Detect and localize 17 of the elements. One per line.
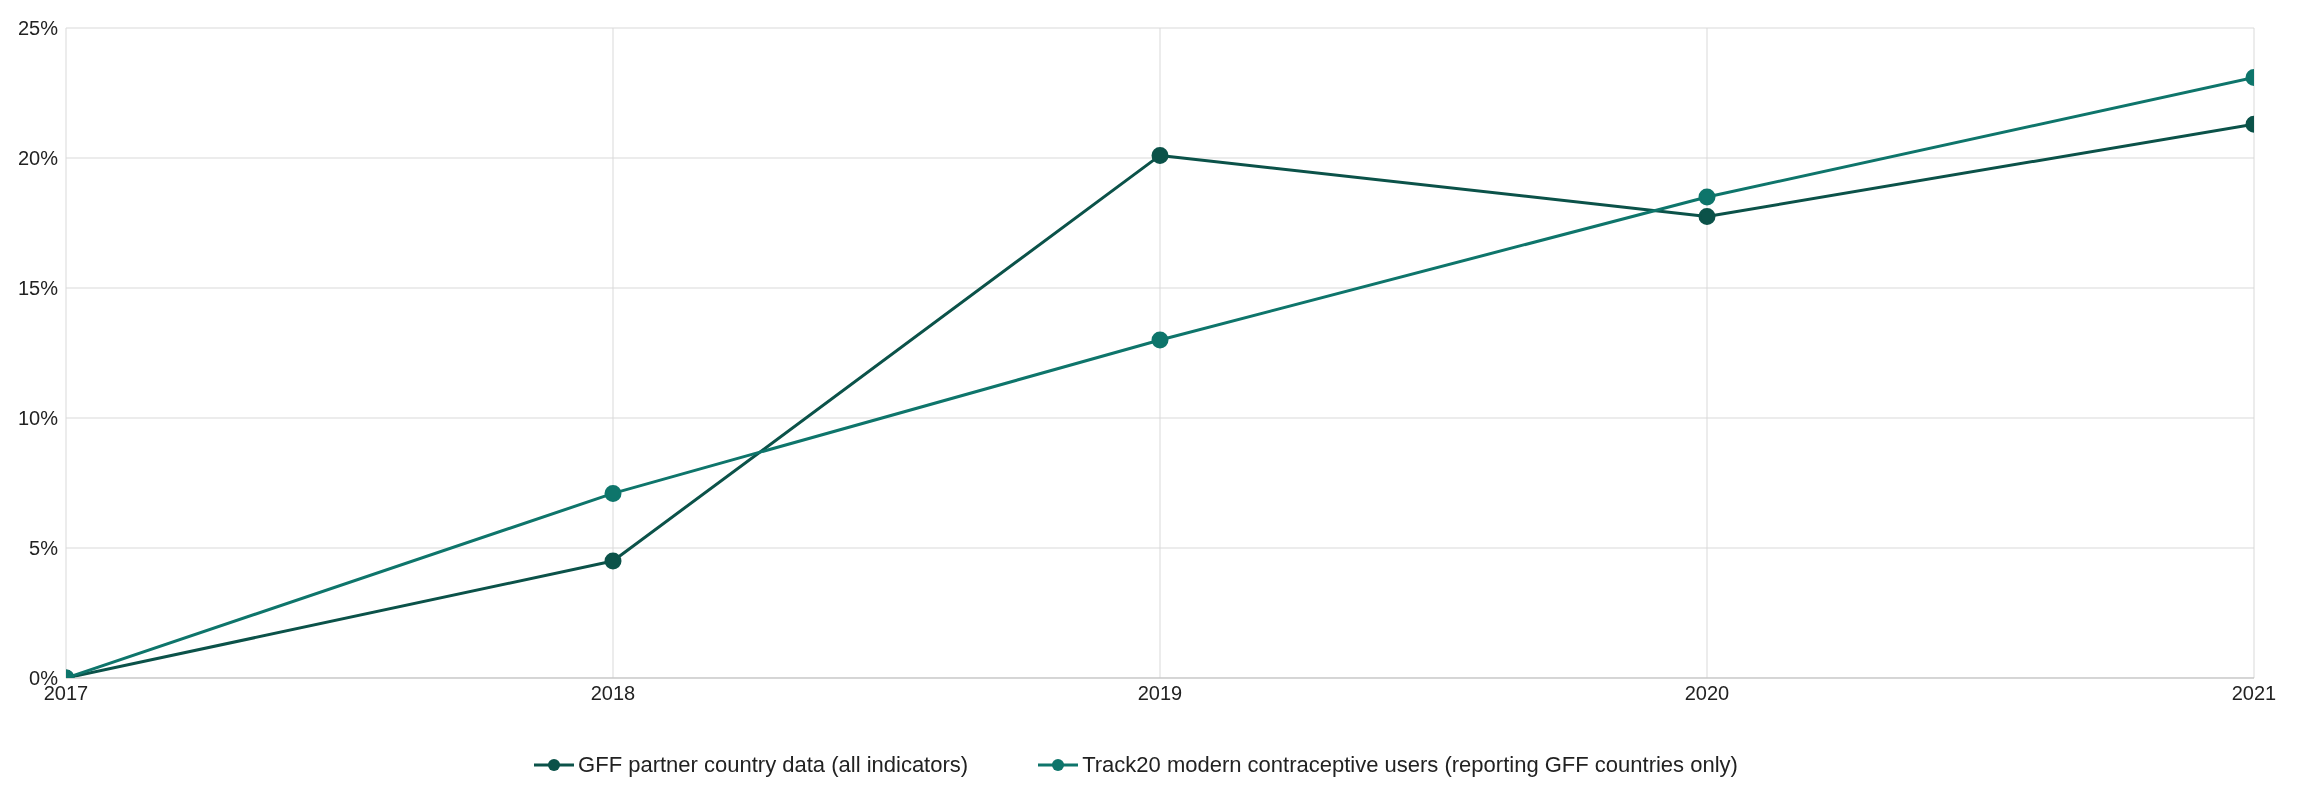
point [1698, 208, 1716, 225]
y-tick-label: 20% [17, 147, 59, 170]
point [1151, 146, 1169, 164]
legend-label: Track20 modern contraceptive users (reporting GFF countries only) [1081, 752, 1738, 778]
point [604, 552, 622, 570]
x-tick-label: 2020 [1684, 682, 1730, 705]
x-tick-label: 2019 [1137, 682, 1183, 705]
point [1151, 331, 1169, 349]
y-tick-label: 15% [17, 277, 59, 300]
x-tick-label: 2018 [590, 682, 636, 705]
legend-label: GFF partner country data (all indicators) [577, 752, 969, 778]
y-tick-label: 10% [17, 407, 59, 430]
y-tick-label: 5% [29, 537, 59, 560]
x-tick-label: 2021 [2231, 682, 2277, 705]
point [1698, 188, 1716, 206]
point [604, 484, 622, 502]
y-tick-label: 25% [17, 17, 59, 40]
